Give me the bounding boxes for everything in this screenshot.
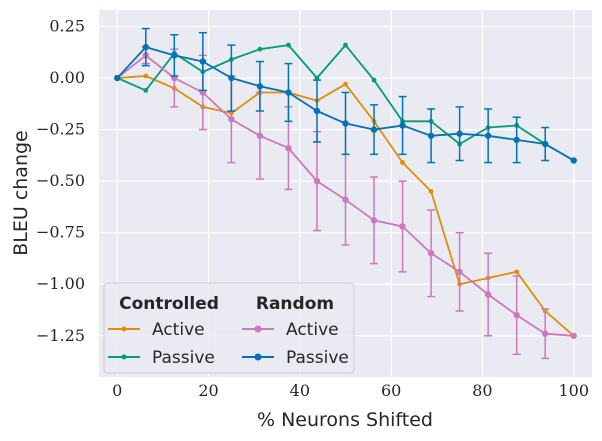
legend-title-random: Random	[256, 294, 334, 314]
data-point-random-passive	[456, 130, 463, 137]
data-point-random-passive	[513, 136, 520, 144]
y-tick-label: 0.25	[49, 16, 85, 35]
legend-label-controlled-active: Active	[152, 320, 205, 340]
data-point-random-passive	[171, 52, 178, 59]
y-tick-label: −0.50	[36, 171, 85, 190]
x-tick-label: 80	[472, 381, 492, 400]
data-point-random-active	[484, 291, 492, 298]
data-point-random-passive	[370, 126, 378, 133]
x-tick-label: 60	[381, 381, 401, 400]
legend-title-controlled: Controlled	[119, 294, 219, 314]
data-point-random-active	[313, 177, 321, 185]
y-tick-label: −0.75	[36, 223, 85, 242]
data-point-random-passive	[256, 83, 264, 90]
x-tick-label: 20	[198, 381, 218, 400]
y-axis-label: BLEU change	[10, 130, 32, 256]
data-point-random-active	[399, 223, 406, 230]
data-point-random-passive	[542, 140, 549, 148]
series	[114, 27, 577, 360]
data-point-random-passive	[342, 120, 349, 127]
data-point-controlled-passive	[257, 46, 263, 52]
data-point-random-passive	[570, 157, 577, 164]
data-point-controlled-active	[514, 269, 520, 275]
x-tick-label: 100	[558, 381, 589, 400]
data-point-random-active	[542, 330, 549, 337]
legend-label-random-passive: Passive	[286, 348, 349, 368]
legend-box	[103, 282, 355, 374]
data-point-random-active	[370, 217, 378, 224]
data-point-random-passive	[399, 122, 406, 129]
data-point-random-passive	[285, 89, 292, 96]
tick-labels: 0 20 40 60 80 100 0.25 0.00 −0.25 −0.50 −0.75 −1.00…	[36, 16, 589, 400]
legend-label-random-active: Active	[286, 320, 339, 340]
y-tick-label: −0.25	[36, 120, 85, 139]
data-point-controlled-active	[428, 189, 434, 194]
data-point-random-passive	[114, 74, 121, 82]
data-point-random-active	[513, 311, 520, 319]
legend-label-controlled-passive: Passive	[152, 348, 215, 368]
y-tick-label: −1.25	[36, 326, 85, 345]
data-point-controlled-passive	[286, 42, 291, 48]
data-point-controlled-active	[400, 160, 405, 165]
data-point-controlled-active	[143, 73, 149, 79]
x-tick-label: 40	[290, 381, 310, 400]
data-point-random-passive	[484, 132, 492, 139]
legend-marker-controlled-active	[121, 326, 127, 332]
data-point-random-active	[342, 196, 349, 203]
data-point-controlled-passive	[143, 88, 149, 93]
data-point-random-active	[456, 268, 463, 276]
data-point-controlled-passive	[314, 75, 320, 81]
x-axis-label: % Neurons Shifted	[257, 409, 433, 431]
data-point-random-active	[427, 250, 435, 257]
y-tick-label: −1.00	[36, 274, 85, 293]
data-point-random-active	[570, 332, 577, 339]
y-tick-label: 0.00	[49, 68, 85, 87]
data-point-controlled-active	[343, 81, 348, 87]
x-tick-label: 0	[112, 381, 122, 400]
data-point-random-passive	[199, 58, 207, 65]
data-point-random-passive	[228, 74, 235, 82]
legend: Controlled Random Active Passive Active …	[103, 282, 355, 374]
legend-marker-random-passive	[254, 353, 262, 361]
data-point-random-passive	[142, 43, 149, 51]
data-point-controlled-passive	[371, 77, 377, 83]
legend-marker-controlled-passive	[121, 354, 127, 360]
legend-marker-random-active	[254, 325, 262, 333]
data-point-controlled-passive	[343, 42, 348, 48]
data-point-random-passive	[427, 132, 435, 139]
data-point-random-active	[256, 132, 264, 139]
data-point-random-active	[228, 116, 235, 123]
data-point-random-passive	[313, 107, 321, 115]
data-point-random-active	[285, 144, 292, 152]
